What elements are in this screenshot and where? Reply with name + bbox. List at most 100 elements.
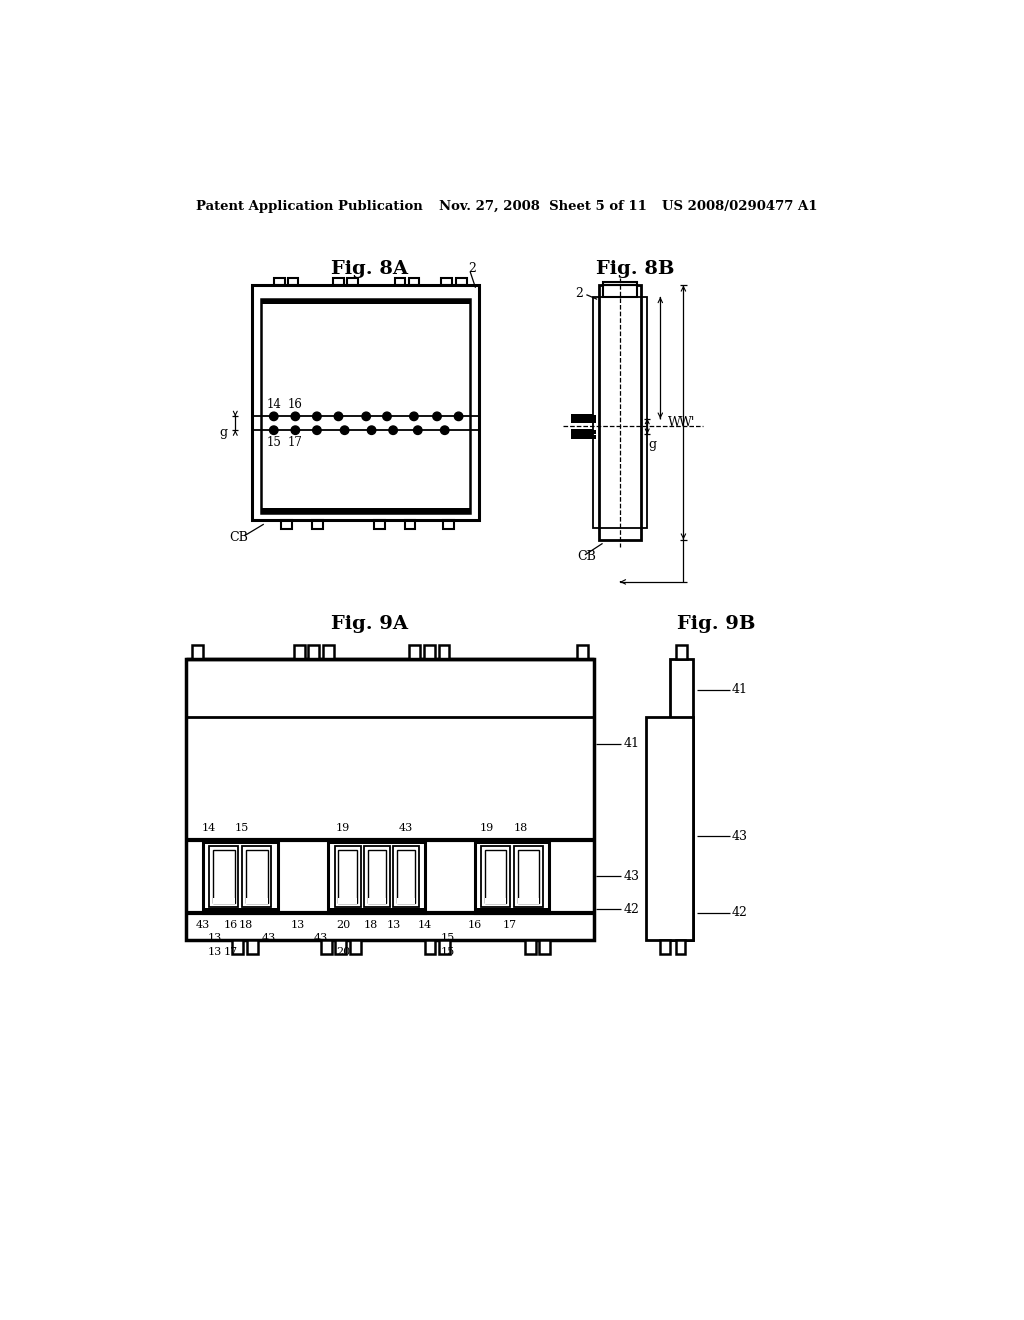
Bar — [323, 645, 334, 659]
Text: 14: 14 — [202, 824, 216, 833]
Text: g: g — [649, 438, 656, 451]
Circle shape — [410, 412, 418, 421]
Text: 13: 13 — [208, 933, 222, 944]
Bar — [443, 520, 454, 529]
Circle shape — [291, 412, 300, 421]
Text: Fig. 9B: Fig. 9B — [677, 615, 755, 634]
Circle shape — [340, 426, 349, 434]
Bar — [571, 414, 596, 418]
Bar — [518, 850, 540, 903]
Text: Nov. 27, 2008  Sheet 5 of 11: Nov. 27, 2008 Sheet 5 of 11 — [438, 199, 646, 213]
Bar — [676, 645, 686, 659]
Text: 41: 41 — [731, 684, 748, 696]
Bar — [465, 645, 477, 656]
Bar — [326, 645, 339, 656]
Bar — [593, 297, 647, 528]
Bar — [243, 846, 271, 907]
Text: g: g — [219, 426, 227, 440]
Bar — [571, 417, 593, 420]
Text: 43: 43 — [313, 933, 328, 944]
Text: 2: 2 — [468, 261, 476, 275]
Bar — [475, 840, 550, 913]
Text: 42: 42 — [624, 903, 639, 916]
Bar — [213, 850, 234, 903]
Text: 16: 16 — [468, 920, 482, 929]
Bar — [208, 645, 220, 656]
Bar — [571, 414, 593, 417]
Bar — [333, 277, 344, 285]
Text: 43: 43 — [262, 933, 276, 944]
Bar — [209, 846, 239, 907]
Bar — [571, 436, 593, 438]
Bar — [273, 277, 285, 285]
Text: CB: CB — [229, 531, 248, 544]
Bar — [321, 940, 332, 954]
Text: 14: 14 — [418, 920, 432, 929]
Text: 41: 41 — [624, 737, 639, 750]
Bar — [481, 846, 510, 907]
Circle shape — [383, 412, 391, 421]
Bar — [439, 940, 451, 954]
Text: 14: 14 — [266, 397, 282, 411]
Bar — [186, 659, 594, 940]
Text: 19: 19 — [335, 824, 349, 833]
Bar — [424, 645, 435, 659]
Text: 43: 43 — [624, 870, 639, 883]
Text: 42: 42 — [731, 907, 748, 920]
Bar — [602, 285, 637, 297]
Text: 20: 20 — [337, 948, 351, 957]
Text: 20: 20 — [337, 920, 351, 929]
Bar — [335, 846, 360, 907]
Circle shape — [269, 412, 278, 421]
Circle shape — [433, 412, 441, 421]
Bar — [571, 420, 596, 424]
Bar — [660, 940, 670, 954]
Bar — [565, 645, 578, 656]
Bar — [368, 898, 386, 904]
Bar — [252, 285, 479, 520]
Text: 16: 16 — [288, 397, 303, 411]
Text: 43: 43 — [398, 824, 413, 833]
Bar — [571, 420, 593, 424]
Text: 19: 19 — [479, 824, 494, 833]
Text: 13: 13 — [291, 920, 305, 929]
Bar — [247, 940, 258, 954]
Bar — [397, 850, 416, 903]
Bar — [409, 277, 419, 285]
Bar — [350, 940, 360, 954]
Text: US 2008/0290477 A1: US 2008/0290477 A1 — [662, 199, 817, 213]
Circle shape — [269, 426, 278, 434]
Text: Fig. 8B: Fig. 8B — [596, 260, 674, 277]
Bar — [457, 277, 467, 285]
Bar — [571, 430, 596, 434]
Bar — [475, 840, 550, 845]
Bar — [441, 277, 452, 285]
Text: 15: 15 — [236, 824, 249, 833]
Text: Fig. 9A: Fig. 9A — [331, 615, 408, 634]
Circle shape — [440, 426, 449, 434]
Bar — [232, 940, 243, 954]
Bar — [578, 645, 588, 659]
Text: 17: 17 — [288, 436, 303, 449]
Text: 15: 15 — [440, 948, 455, 957]
Bar — [599, 285, 641, 540]
Bar — [203, 840, 278, 913]
Bar — [514, 846, 544, 907]
Bar — [288, 277, 298, 285]
Bar — [397, 898, 416, 904]
Circle shape — [361, 412, 371, 421]
Bar — [261, 300, 470, 304]
Bar — [368, 850, 386, 903]
Bar — [246, 850, 267, 903]
Text: CB: CB — [578, 550, 596, 564]
Bar — [329, 908, 425, 913]
Text: 18: 18 — [239, 920, 253, 929]
Bar — [475, 908, 550, 913]
Bar — [261, 508, 470, 512]
Bar — [203, 840, 278, 845]
Bar — [602, 281, 637, 285]
Bar — [193, 645, 203, 659]
Bar — [425, 940, 435, 954]
Bar — [312, 520, 323, 529]
Text: 13: 13 — [208, 948, 222, 957]
